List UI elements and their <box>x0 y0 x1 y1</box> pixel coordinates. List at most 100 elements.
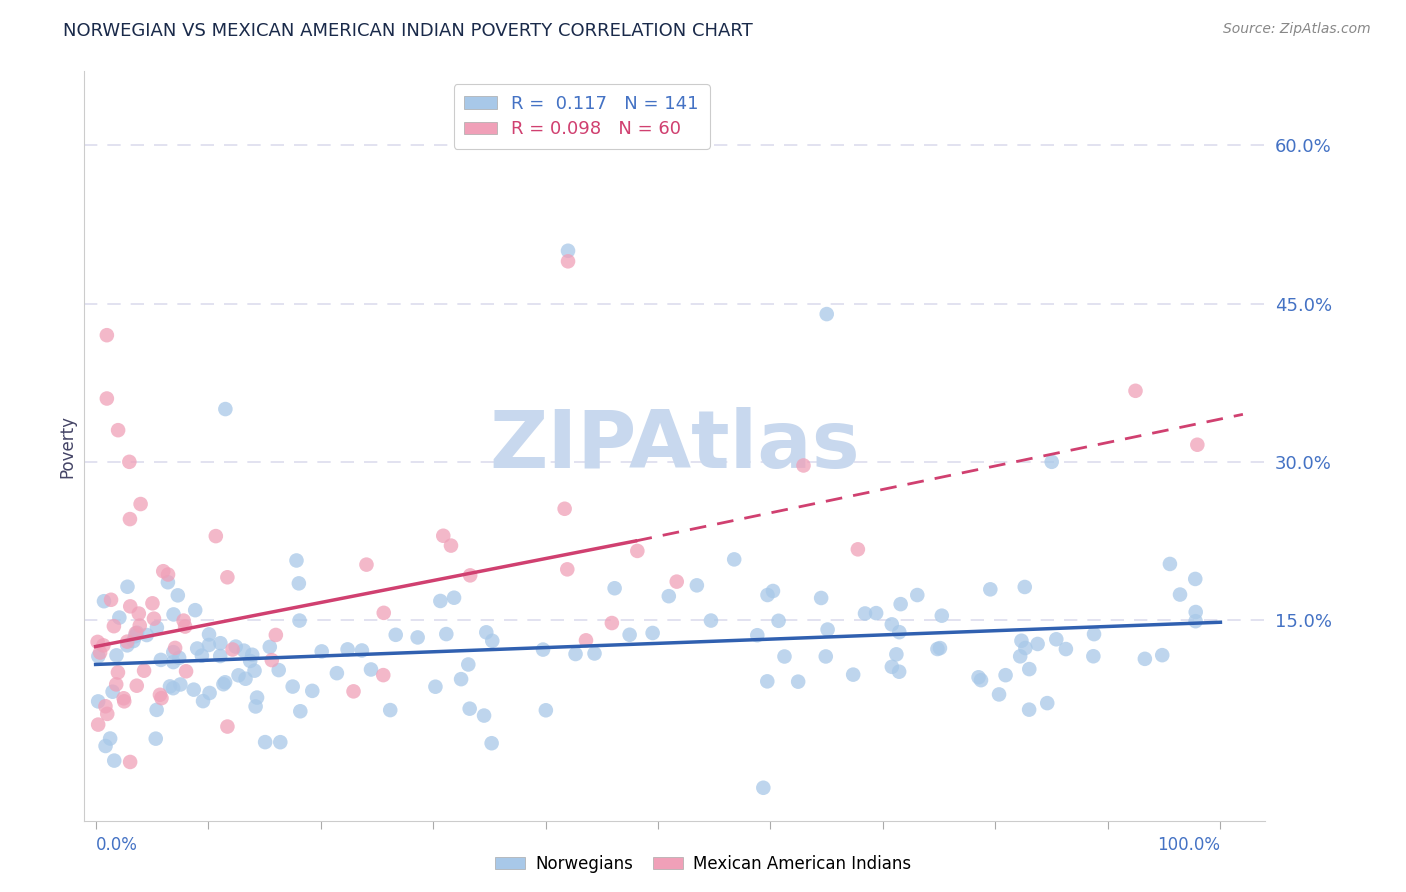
Point <box>886 648 908 662</box>
Text: ZIPAtlas: ZIPAtlas <box>489 407 860 485</box>
Point <box>204 529 226 543</box>
Point <box>1152 648 1174 662</box>
Point <box>96 392 118 406</box>
Point <box>128 618 150 632</box>
Point <box>198 686 221 700</box>
Point <box>384 628 406 642</box>
Point <box>125 679 148 693</box>
Point <box>117 580 139 594</box>
Point <box>457 657 479 672</box>
Point <box>1083 627 1105 641</box>
Point <box>281 680 304 694</box>
Point <box>665 574 688 589</box>
Point <box>450 672 472 686</box>
Point <box>846 542 869 557</box>
Point <box>115 638 138 652</box>
Point <box>311 644 333 658</box>
Point <box>125 625 148 640</box>
Point <box>557 244 579 258</box>
Point <box>842 667 865 681</box>
Point <box>118 455 141 469</box>
Point <box>166 588 188 602</box>
Point <box>186 641 208 656</box>
Text: Source: ZipAtlas.com: Source: ZipAtlas.com <box>1223 22 1371 37</box>
Point <box>246 690 269 705</box>
Point <box>129 497 152 511</box>
Point <box>94 699 117 714</box>
Point <box>228 668 250 682</box>
Point <box>157 567 180 582</box>
Point <box>792 458 814 473</box>
Point <box>994 668 1017 682</box>
Point <box>149 688 172 702</box>
Point <box>1125 384 1147 398</box>
Point <box>626 544 648 558</box>
Point <box>260 653 283 667</box>
Point <box>225 640 247 654</box>
Text: 100.0%: 100.0% <box>1157 837 1220 855</box>
Point <box>1168 588 1191 602</box>
Point <box>373 606 395 620</box>
Point <box>120 599 142 614</box>
Point <box>967 670 990 684</box>
Point <box>217 570 239 584</box>
Point <box>1026 637 1049 651</box>
Point <box>583 647 606 661</box>
Point <box>135 628 157 642</box>
Point <box>1036 696 1059 710</box>
Point <box>1133 652 1156 666</box>
Point <box>93 594 115 608</box>
Point <box>406 631 429 645</box>
Point <box>107 665 129 680</box>
Point <box>290 704 312 718</box>
Point <box>1040 455 1063 469</box>
Point <box>191 694 214 708</box>
Point <box>301 684 323 698</box>
Point <box>326 666 349 681</box>
Point <box>245 699 267 714</box>
Point <box>162 681 184 696</box>
Point <box>432 529 454 543</box>
Point <box>145 731 167 746</box>
Point <box>557 254 579 268</box>
Point <box>212 677 235 691</box>
Point <box>889 625 911 640</box>
Point <box>1010 649 1032 664</box>
Point <box>288 614 311 628</box>
Point <box>619 628 641 642</box>
Point <box>1054 642 1077 657</box>
Point <box>641 626 664 640</box>
Point <box>700 614 723 628</box>
Point <box>1018 662 1040 676</box>
Point <box>814 649 837 664</box>
Point <box>146 621 169 635</box>
Point <box>254 735 277 749</box>
Point <box>929 641 952 656</box>
Point <box>174 619 197 633</box>
Point <box>889 665 911 679</box>
Point <box>107 423 129 437</box>
Point <box>150 691 173 706</box>
Point <box>264 628 287 642</box>
Point <box>198 627 221 641</box>
Point <box>159 679 181 693</box>
Point <box>865 606 887 620</box>
Point <box>174 665 197 679</box>
Point <box>531 642 554 657</box>
Point <box>288 576 311 591</box>
Y-axis label: Poverty: Poverty <box>58 415 76 477</box>
Point <box>128 607 150 621</box>
Legend: R =  0.117   N = 141, R = 0.098   N = 60: R = 0.117 N = 141, R = 0.098 N = 60 <box>454 84 710 149</box>
Point <box>101 684 124 698</box>
Point <box>149 653 172 667</box>
Point <box>221 642 243 657</box>
Point <box>880 617 903 632</box>
Point <box>183 682 205 697</box>
Point <box>890 597 912 611</box>
Text: 0.0%: 0.0% <box>96 837 138 855</box>
Point <box>1184 614 1206 628</box>
Point <box>350 643 373 657</box>
Point <box>880 660 903 674</box>
Point <box>1014 580 1036 594</box>
Point <box>94 739 117 753</box>
